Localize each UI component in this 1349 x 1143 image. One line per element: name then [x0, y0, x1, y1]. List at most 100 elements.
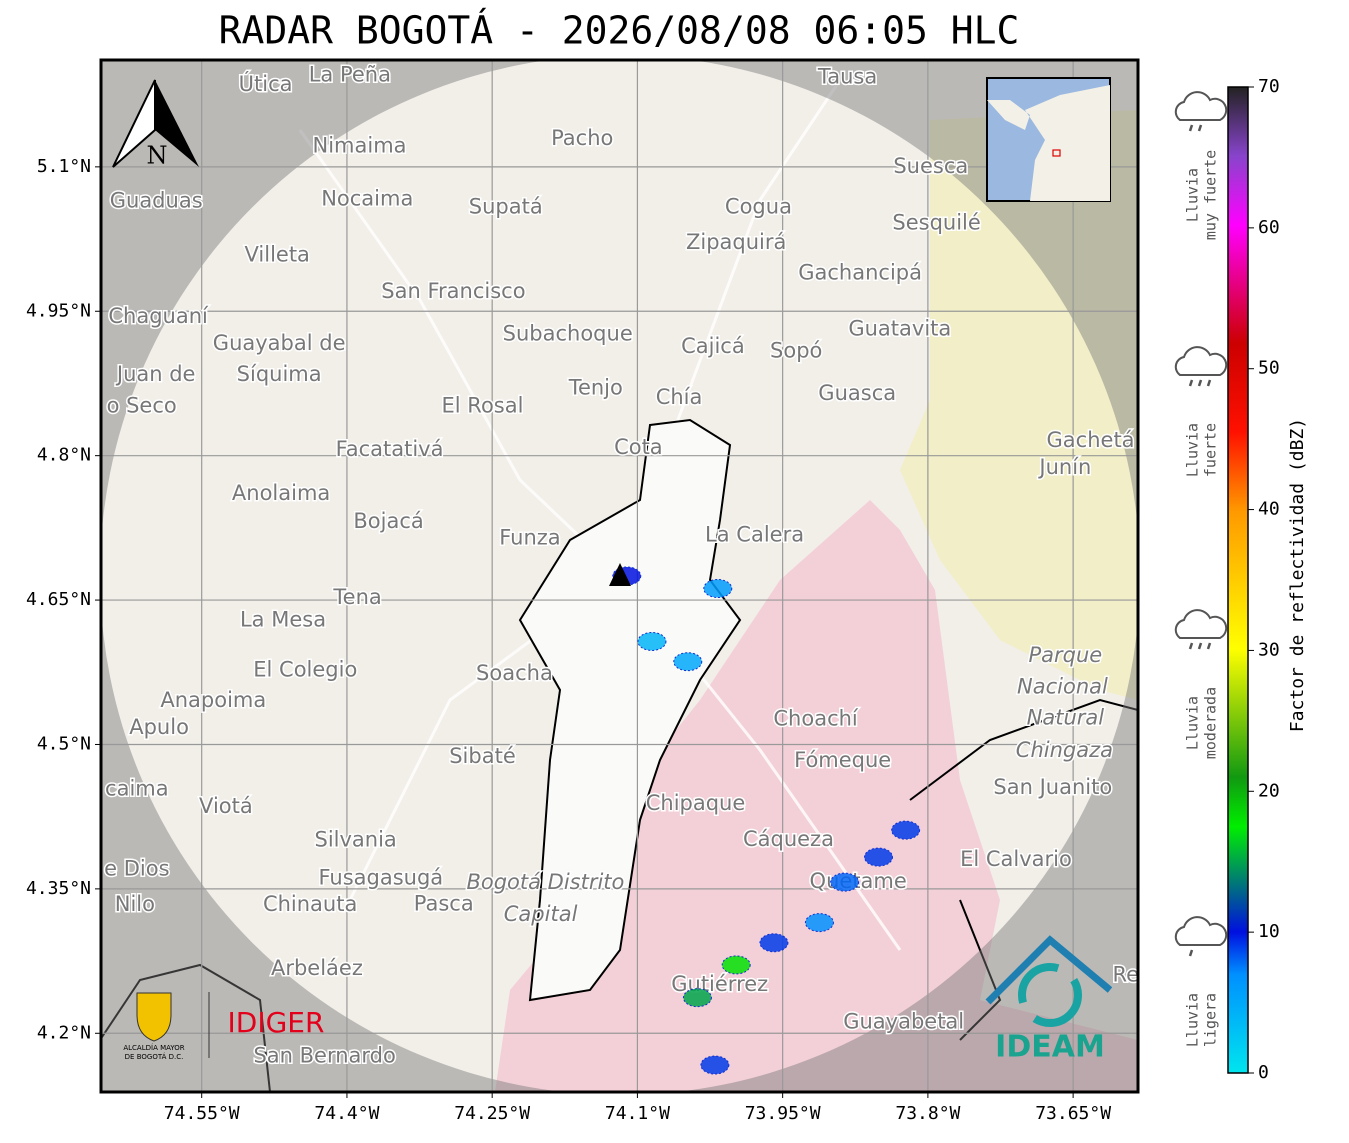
place-label: La Calera — [705, 523, 804, 547]
place-label: Guayabal de — [213, 331, 346, 355]
place-label: Cota — [614, 435, 663, 459]
y-tick-label: 5.1°N — [37, 156, 91, 177]
place-label: San Juanito — [993, 775, 1112, 799]
radar-echo — [891, 820, 921, 840]
place-label: Gachancipá — [798, 261, 922, 285]
place-label: Quetame — [810, 869, 907, 893]
radar-echo — [721, 955, 751, 975]
place-label: Gutiérrez — [671, 972, 768, 996]
place-label: Sesquilé — [892, 211, 980, 235]
place-label: El Colegio — [253, 657, 357, 681]
y-tick-label: 4.2°N — [37, 1022, 91, 1043]
place-label: Síquima — [237, 362, 322, 386]
place-label: Subachoque — [503, 321, 633, 345]
place-label: La Peña — [309, 62, 391, 86]
axis-ticks: 74.55°W 74.4°W 74.25°W 74.1°W 73.95°W 73.8°W 7… — [26, 156, 1111, 1124]
x-tick-label: 74.25°W — [454, 1103, 530, 1124]
place-label: San Bernardo — [253, 1043, 395, 1067]
place-label: Arbeláez — [271, 956, 363, 980]
place-label: Pacho — [551, 126, 613, 150]
bogota-boundary — [518, 418, 742, 1002]
north-label: N — [147, 142, 168, 170]
rain-icon — [1174, 346, 1228, 376]
place-label: Villeta — [245, 242, 310, 266]
colorbar-tick-label: 10 — [1258, 921, 1280, 942]
place-label: Funza — [499, 525, 560, 549]
place-label: El Rosal — [442, 394, 524, 418]
ideam-logo: IDEAM — [985, 935, 1113, 1065]
place-label: Silvania — [314, 828, 396, 852]
y-tick-label: 4.35°N — [26, 878, 91, 899]
rain-label: fuerte — [1202, 423, 1220, 477]
radar-site — [609, 563, 631, 586]
colorbar — [1227, 86, 1249, 1074]
place-label: Sopó — [770, 339, 822, 363]
place-label: Choachí — [773, 706, 859, 730]
place-label: Guaduas — [110, 189, 203, 213]
colorbar-ticks: 0 10 20 30 40 50 60 70 — [1248, 76, 1280, 1083]
x-tick-label: 73.95°W — [745, 1103, 821, 1124]
places: Útica La Peña Tausa Pacho Nimaima Guaduas Noca… — [103, 61, 1150, 1069]
radar-echo — [804, 913, 834, 933]
radar-echo — [830, 872, 860, 892]
colorbar-tick-label: 50 — [1258, 358, 1280, 379]
place-label: Nocaima — [321, 187, 413, 211]
boundaries — [101, 698, 1138, 1092]
rain-drop — [1188, 379, 1194, 387]
place-label: Junín — [1037, 455, 1091, 479]
x-tick-label: 73.65°W — [1035, 1103, 1111, 1124]
radar-echo — [703, 579, 733, 599]
rain-label: Lluvia — [1184, 423, 1202, 477]
rain-icon — [1174, 609, 1228, 639]
alcaldia-line: ALCALDÍA MAYOR — [123, 1043, 184, 1052]
alcaldia-logo: ALCALDÍA MAYOR DE BOGOTÁ D.C. IDIGER — [123, 992, 324, 1061]
rain-drop — [1188, 949, 1194, 957]
y-tick-label: 4.65°N — [26, 589, 91, 610]
rain-label: muy fuerte — [1202, 150, 1220, 240]
place-label: Guayabetal — [843, 1010, 964, 1034]
place-label: Cajicá — [681, 334, 745, 358]
place-label: Fusagasugá — [318, 865, 443, 889]
rain-drop — [1197, 124, 1203, 132]
y-tick-label: 4.95°N — [26, 300, 91, 321]
rain-drop — [1188, 642, 1194, 650]
place-label: o Seco — [107, 394, 177, 418]
x-tick-label: 74.4°W — [314, 1103, 379, 1124]
place-label: La Mesa — [240, 607, 326, 631]
place-label: Guasca — [818, 381, 896, 405]
place-label: Res — [1112, 963, 1150, 987]
grid — [101, 60, 1138, 1092]
rain-label: moderada — [1202, 687, 1220, 759]
area-label: Natural — [1027, 705, 1105, 729]
colorbar-tick-label: 60 — [1258, 217, 1280, 238]
idiger-logo: IDIGER — [228, 1006, 325, 1039]
colorbar-tick-label: 20 — [1258, 780, 1280, 801]
place-label: Sibaté — [449, 744, 516, 768]
place-label: e Dios — [104, 857, 169, 881]
place-label: Fómeque — [794, 748, 891, 772]
rain-level: Lluvia fuerte — [1174, 346, 1228, 477]
rain-drop — [1188, 124, 1194, 132]
colorbar-tick-label: 70 — [1258, 76, 1280, 97]
place-label: Chipaque — [646, 791, 746, 815]
rain-level: Lluvia muy fuerte — [1174, 91, 1228, 240]
title: RADAR BOGOTÁ - 2026/08/08 06:05 HLC — [219, 9, 1020, 53]
place-label: Juan de — [115, 362, 196, 386]
place-label: El Calvario — [960, 847, 1072, 871]
rain-icon — [1174, 916, 1228, 946]
rain-label: Lluvia — [1184, 696, 1202, 750]
place-label: Cogua — [725, 194, 792, 218]
radar-echo — [673, 652, 703, 672]
rain-drop — [1206, 379, 1212, 387]
inset-map — [986, 77, 1111, 202]
place-label: Bojacá — [353, 509, 423, 533]
place-label: San Francisco — [381, 279, 525, 303]
place-label: Soacha — [476, 661, 553, 685]
place-label: Viotá — [199, 794, 253, 818]
area-label: Capital — [504, 902, 578, 926]
y-tick-label: 4.5°N — [37, 733, 91, 754]
colorbar-tick-label: 30 — [1258, 639, 1280, 660]
radar-echo — [682, 988, 712, 1008]
